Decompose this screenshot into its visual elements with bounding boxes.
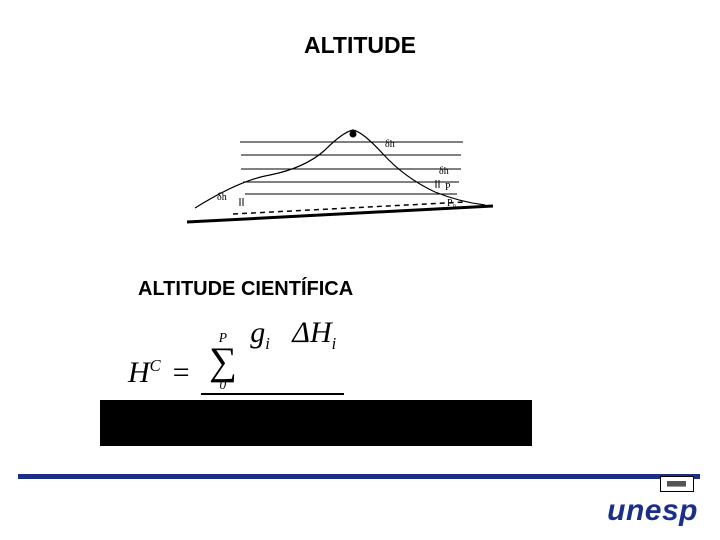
formula-equals: = xyxy=(171,356,191,390)
summation: P ∑ 0 xyxy=(209,332,237,391)
svg-text:P: P xyxy=(445,182,451,193)
brand-logo-icon xyxy=(660,476,694,492)
svg-text:δh: δh xyxy=(439,166,449,177)
svg-text:δh: δh xyxy=(385,139,395,150)
sigma-icon: ∑ xyxy=(209,344,237,379)
page-title: ALTITUDE xyxy=(0,32,720,59)
section-subtitle: ALTITUDE CIENTÍFICA xyxy=(138,278,353,301)
altitude-diagram: δh δh δh P P₀ xyxy=(185,120,495,235)
formula-lhs: HC xyxy=(128,356,161,390)
svg-text:P₀: P₀ xyxy=(447,198,457,209)
svg-text:δh: δh xyxy=(217,192,227,203)
formula-g: gi xyxy=(250,316,270,349)
redaction-bar xyxy=(100,400,532,446)
formula: HC = P ∑ 0 gi ΔHi γ xyxy=(110,316,520,396)
formula-H: H xyxy=(128,356,150,389)
brand-text: unesp xyxy=(607,494,698,528)
formula-sup-C: C xyxy=(150,356,161,375)
sum-lower: 0 xyxy=(219,379,226,391)
diagram-svg: δh δh δh P P₀ xyxy=(185,120,495,235)
formula-dH: ΔHi xyxy=(292,316,336,349)
formula-numerator: P ∑ 0 gi ΔHi xyxy=(201,316,344,393)
footer-divider xyxy=(18,474,700,479)
